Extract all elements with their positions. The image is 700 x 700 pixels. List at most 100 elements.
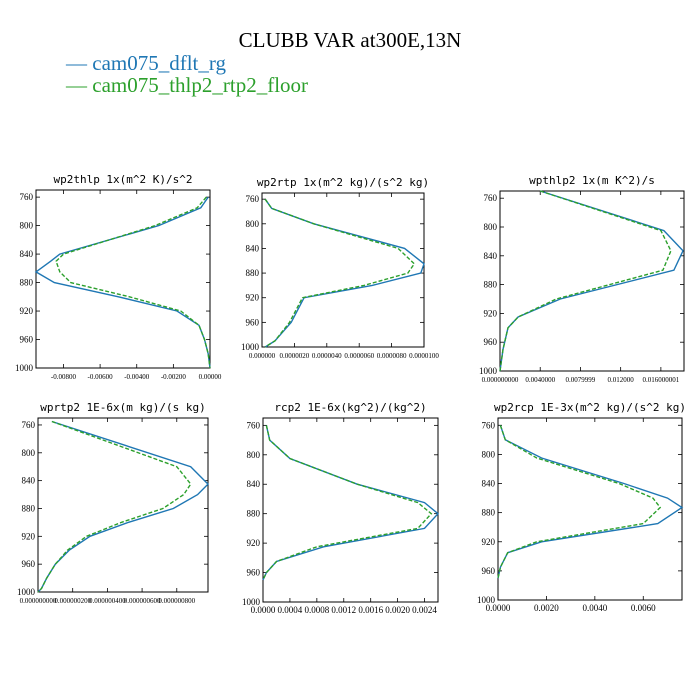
- series-line-thlp2-rtp2-floor: [499, 190, 672, 372]
- x-tick-label: 0.000000400: [89, 597, 126, 605]
- x-tick-label: 0.0000020: [280, 352, 310, 360]
- y-tick-label: 840: [484, 251, 498, 261]
- panel-title: wp2thlp 1x(m^2 K)/s^2: [53, 173, 192, 186]
- panel-2: wp2rtp 1x(m^2 kg)/(s^2 kg) 760 800 840 880 92…: [241, 176, 439, 360]
- panel-3: wpthlp2 1x(m K^2)/s 760 800 840 880 920 960 100…: [479, 174, 685, 384]
- y-tick-label: 960: [247, 568, 261, 578]
- series-line-dflt-rg: [497, 425, 684, 579]
- y-tick-label: 840: [482, 479, 496, 489]
- x-tick-label: 0.000000000: [20, 597, 57, 605]
- series-line-dflt-rg: [262, 425, 440, 581]
- x-tick-label: 0.0020: [534, 603, 559, 613]
- x-tick-label: -0.00400: [124, 373, 150, 381]
- y-tick-label: 880: [484, 280, 498, 290]
- legend-entry-2: — cam075_thlp2_rtp2_floor: [66, 73, 309, 97]
- y-tick-label: 800: [22, 448, 36, 458]
- y-tick-label: 880: [482, 508, 496, 518]
- x-tick-label: -0.00800: [51, 373, 77, 381]
- series-line-dflt-rg: [34, 196, 211, 369]
- x-tick-label: 0.000000600: [124, 597, 161, 605]
- panel-frame: [499, 190, 685, 372]
- y-tick-label: 760: [484, 193, 498, 203]
- y-tick-label: 920: [22, 531, 36, 541]
- y-tick-label: 1000: [15, 363, 34, 373]
- x-tick-label: -0.00600: [88, 373, 114, 381]
- panel-frame: [262, 417, 439, 603]
- legend-entry-1: — cam075_dflt_rg: [66, 51, 227, 75]
- panel-title: wpthlp2 1x(m K^2)/s: [529, 174, 655, 187]
- x-tick-label: 0.0024: [412, 605, 437, 615]
- panel-title: wp2rcp 1E-3x(m^2 kg)/(s^2 kg): [494, 401, 686, 414]
- x-tick-label: 0.0020: [385, 605, 410, 615]
- y-tick-label: 760: [20, 192, 34, 202]
- x-tick-label: 0.0012: [331, 605, 356, 615]
- y-tick-label: 800: [246, 219, 260, 229]
- y-tick-label: 960: [484, 337, 498, 347]
- panel-frame: [37, 417, 209, 593]
- y-tick-label: 800: [20, 221, 34, 231]
- series-line-thlp2-rtp2-floor: [497, 425, 662, 579]
- y-tick-label: 960: [22, 559, 36, 569]
- y-tick-label: 880: [247, 509, 261, 519]
- y-tick-label: 920: [482, 537, 496, 547]
- y-tick-label: 1000: [17, 587, 36, 597]
- panel-title: wprtp2 1E-6x(m kg)/(s kg): [40, 401, 206, 414]
- panel-1: wp2thlp 1x(m^2 K)/s^2 760 800 840 880 920 960 1…: [15, 173, 222, 381]
- x-tick-label: 0.0000060: [344, 352, 374, 360]
- y-tick-label: 840: [22, 476, 36, 486]
- panel-frame: [497, 417, 683, 601]
- y-tick-label: 960: [20, 335, 34, 345]
- x-tick-label: 0.012000: [608, 376, 635, 384]
- panel-5: rcp2 1E-6x(kg^2)/(kg^2) 760 800 840 880 920 96…: [242, 401, 440, 615]
- panel-6: wp2rcp 1E-3x(m^2 kg)/(s^2 kg) 760 800 840 88…: [477, 401, 686, 613]
- x-tick-label: 0.0040000: [525, 376, 555, 384]
- x-tick-label: 0.000000200: [54, 597, 91, 605]
- series-line-thlp2-rtp2-floor: [37, 420, 192, 593]
- y-tick-label: 840: [247, 479, 261, 489]
- series-line-dflt-rg: [264, 198, 425, 348]
- x-tick-label: 0.000000: [249, 352, 276, 360]
- x-tick-label: 0.0000: [251, 605, 276, 615]
- x-tick-label: 0.0040: [582, 603, 607, 613]
- series-line-thlp2-rtp2-floor: [55, 196, 211, 369]
- y-tick-label: 760: [246, 194, 260, 204]
- x-tick-label: 0.000000800: [158, 597, 195, 605]
- y-tick-label: 800: [482, 449, 496, 459]
- series-line-thlp2-rtp2-floor: [262, 425, 433, 581]
- x-tick-label: 0.0000040: [312, 352, 342, 360]
- x-tick-label: 0.0000: [486, 603, 511, 613]
- y-tick-label: 880: [22, 503, 36, 513]
- panel-frame: [261, 192, 425, 348]
- y-tick-label: 920: [20, 306, 34, 316]
- panel-frame: [35, 189, 211, 369]
- x-tick-label: 0.0004: [278, 605, 303, 615]
- legend-label-1: cam075_dflt_rg: [92, 51, 227, 75]
- y-tick-label: 760: [482, 420, 496, 430]
- y-tick-label: 800: [247, 450, 261, 460]
- y-tick-label: 1000: [242, 597, 261, 607]
- y-tick-label: 800: [484, 222, 498, 232]
- y-tick-label: 960: [246, 317, 260, 327]
- x-tick-label: 0.000000000: [482, 376, 519, 384]
- y-tick-label: 840: [246, 243, 260, 253]
- x-tick-label: 0.00000: [199, 373, 222, 381]
- y-tick-label: 760: [247, 420, 261, 430]
- x-tick-label: 0.0079999: [566, 376, 596, 384]
- x-tick-label: 0.0000100: [409, 352, 439, 360]
- panel-4: wprtp2 1E-6x(m kg)/(s kg) 760 800 840 880 920…: [17, 401, 209, 605]
- panel-title: rcp2 1E-6x(kg^2)/(kg^2): [274, 401, 426, 414]
- legend-label-2: cam075_thlp2_rtp2_floor: [92, 73, 309, 97]
- x-tick-label: -0.00200: [161, 373, 187, 381]
- y-tick-label: 1000: [477, 595, 496, 605]
- y-tick-label: 880: [246, 268, 260, 278]
- y-tick-label: 1000: [241, 342, 260, 352]
- y-tick-label: 920: [246, 293, 260, 303]
- x-tick-label: 0.0060: [631, 603, 656, 613]
- panel-title: wp2rtp 1x(m^2 kg)/(s^2 kg): [257, 176, 429, 189]
- x-tick-label: 0.0000080: [377, 352, 407, 360]
- y-tick-label: 760: [22, 420, 36, 430]
- series-line-dflt-rg: [499, 190, 684, 372]
- y-tick-label: 960: [482, 566, 496, 576]
- y-tick-label: 880: [20, 278, 34, 288]
